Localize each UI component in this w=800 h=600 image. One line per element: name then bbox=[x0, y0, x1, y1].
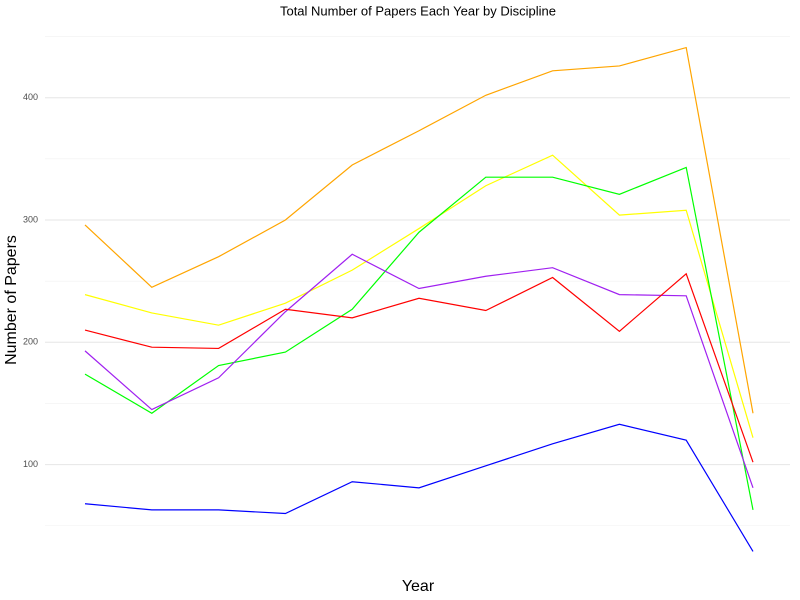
x-axis-label: Year bbox=[402, 578, 435, 595]
y-tick-label: 100 bbox=[23, 459, 38, 469]
series-line bbox=[84, 154, 754, 438]
chart-title: Total Number of Papers Each Year by Disc… bbox=[280, 3, 556, 18]
series-line bbox=[84, 423, 754, 552]
y-axis-label: Number of Papers bbox=[3, 235, 20, 365]
y-tick-label: 400 bbox=[23, 92, 38, 102]
y-tick-label: 200 bbox=[23, 337, 38, 347]
series-line bbox=[84, 166, 754, 510]
y-tick-label: 300 bbox=[23, 214, 38, 224]
series-line bbox=[84, 272, 754, 463]
series-line bbox=[84, 253, 754, 489]
series-line bbox=[84, 46, 754, 414]
